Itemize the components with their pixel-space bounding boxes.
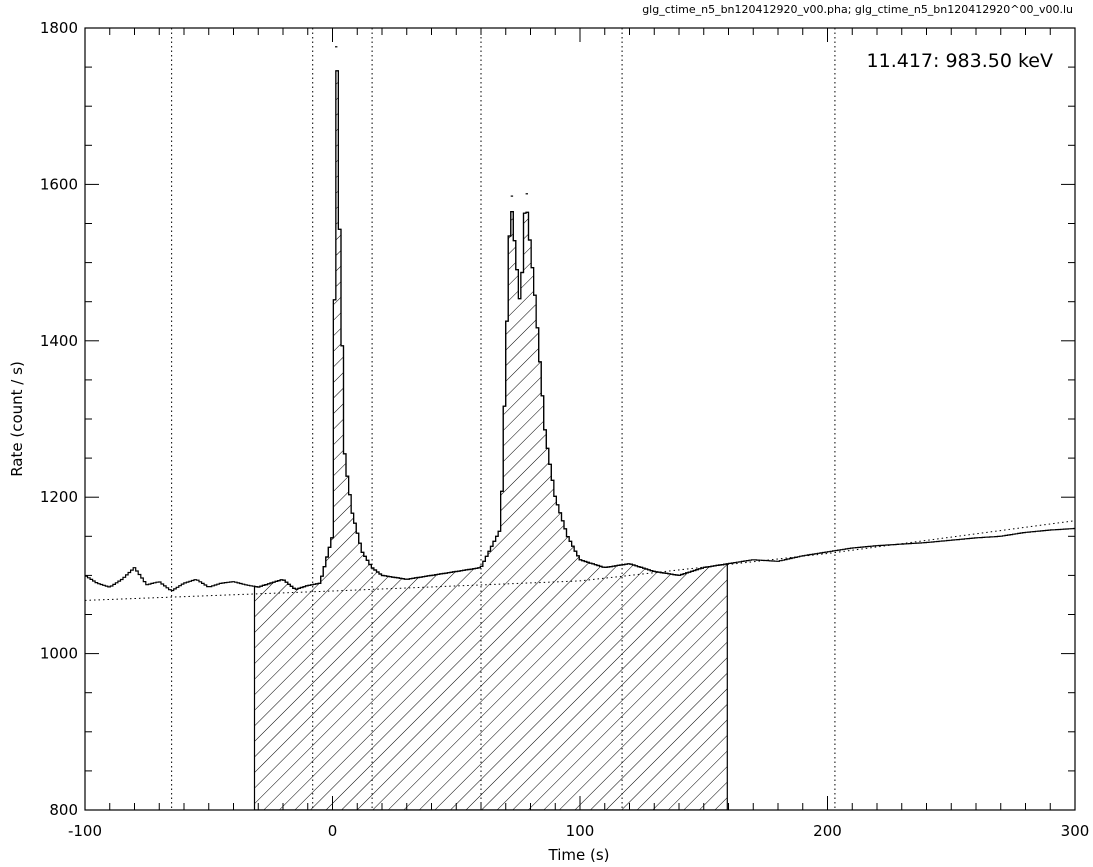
y-tick-label: 1800 bbox=[40, 19, 78, 37]
axis-ticks: -100 0 100 200 300 800 1000 1200 1400 1600 1800 bbox=[40, 19, 1090, 840]
y-tick-label: 1200 bbox=[40, 488, 78, 506]
background-fit-line bbox=[84, 520, 1076, 601]
y-tick-label: 1400 bbox=[40, 332, 78, 350]
y-axis-label: Rate (count / s) bbox=[8, 361, 26, 477]
shaded-region bbox=[253, 70, 728, 810]
file-title: glg_ctime_n5_bn120412920_v00.pha; glg_ct… bbox=[642, 3, 1073, 16]
y-tick-label: 1000 bbox=[40, 645, 78, 663]
histogram-line bbox=[85, 70, 1075, 592]
energy-annotation: 11.417: 983.50 keV bbox=[867, 50, 1053, 72]
x-tick-label: 300 bbox=[1061, 822, 1090, 840]
x-axis-label: Time (s) bbox=[548, 846, 610, 864]
y-tick-label: 800 bbox=[49, 801, 78, 819]
x-tick-label: 100 bbox=[566, 822, 595, 840]
y-tick-label: 1600 bbox=[40, 175, 78, 193]
background-fit bbox=[84, 520, 1076, 601]
shaded-interval bbox=[253, 70, 728, 810]
x-tick-label: -100 bbox=[68, 822, 102, 840]
x-tick-label: 200 bbox=[813, 822, 842, 840]
histogram-series bbox=[85, 46, 1075, 592]
x-tick-label: 0 bbox=[328, 822, 338, 840]
